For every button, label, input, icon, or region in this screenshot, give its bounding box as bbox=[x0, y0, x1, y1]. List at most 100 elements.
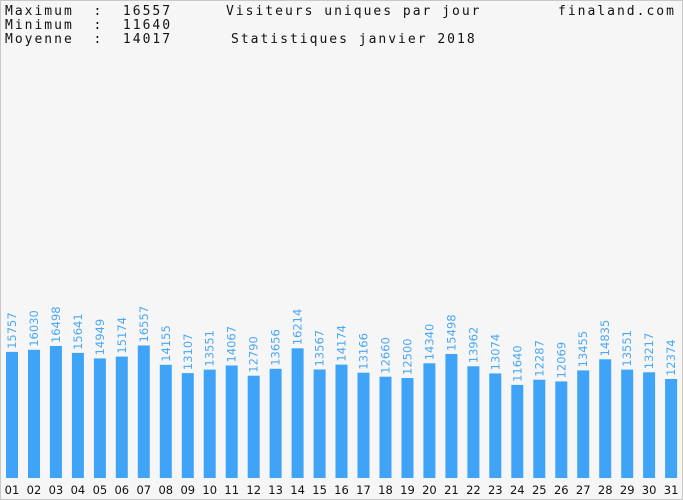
x-tick-label-24: 24 bbox=[510, 483, 525, 497]
value-label-27: 13455 bbox=[576, 331, 590, 368]
bar-26 bbox=[555, 381, 568, 478]
x-tick-label-31: 31 bbox=[664, 483, 679, 497]
maximum-stat: Maximum : 16557 bbox=[5, 4, 173, 19]
value-label-20: 14340 bbox=[422, 324, 436, 361]
value-label-18: 12660 bbox=[379, 337, 393, 374]
x-tick-label-29: 29 bbox=[620, 483, 635, 497]
value-label-08: 14155 bbox=[159, 325, 173, 362]
value-label-14: 16214 bbox=[291, 309, 305, 346]
bar-30 bbox=[643, 372, 656, 478]
x-tick-label-06: 06 bbox=[114, 483, 129, 497]
chart-title: Visiteurs uniques par jour bbox=[226, 4, 482, 19]
x-tick-label-12: 12 bbox=[246, 483, 261, 497]
bar-18 bbox=[379, 376, 392, 478]
x-tick-label-01: 01 bbox=[5, 483, 20, 497]
value-label-10: 13551 bbox=[203, 330, 217, 367]
x-tick-label-28: 28 bbox=[598, 483, 613, 497]
bar-05 bbox=[93, 358, 106, 478]
value-label-15: 13567 bbox=[313, 330, 327, 367]
value-label-02: 16030 bbox=[27, 310, 41, 347]
value-label-01: 15757 bbox=[5, 312, 19, 349]
value-label-17: 13166 bbox=[357, 333, 371, 370]
value-label-23: 13074 bbox=[488, 334, 502, 371]
bar-23 bbox=[489, 373, 502, 478]
x-tick-label-13: 13 bbox=[268, 483, 283, 497]
x-tick-label-10: 10 bbox=[202, 483, 217, 497]
value-label-19: 12500 bbox=[401, 338, 415, 375]
bar-27 bbox=[577, 370, 590, 478]
x-tick-label-22: 22 bbox=[466, 483, 481, 497]
x-tick-label-23: 23 bbox=[488, 483, 503, 497]
value-label-03: 16498 bbox=[49, 306, 63, 343]
bar-12 bbox=[247, 375, 260, 478]
value-label-16: 14174 bbox=[335, 325, 349, 362]
x-tick-label-21: 21 bbox=[444, 483, 459, 497]
x-tick-label-20: 20 bbox=[422, 483, 437, 497]
value-label-12: 12790 bbox=[247, 336, 261, 373]
value-label-26: 12069 bbox=[554, 342, 568, 379]
bar-04 bbox=[71, 352, 84, 478]
bar-11 bbox=[225, 365, 238, 478]
value-label-22: 13962 bbox=[466, 327, 480, 364]
value-label-05: 14949 bbox=[93, 319, 107, 356]
value-label-09: 13107 bbox=[181, 334, 195, 371]
bar-08 bbox=[159, 364, 172, 478]
value-label-13: 13656 bbox=[269, 329, 283, 366]
x-tick-label-25: 25 bbox=[532, 483, 547, 497]
x-tick-label-30: 30 bbox=[642, 483, 657, 497]
bar-10 bbox=[203, 369, 216, 478]
bar-21 bbox=[445, 354, 458, 478]
value-label-04: 15641 bbox=[71, 313, 85, 350]
minimum-stat: Minimum : 11640 bbox=[5, 18, 173, 33]
bar-29 bbox=[621, 369, 634, 478]
x-tick-label-15: 15 bbox=[312, 483, 327, 497]
bar-03 bbox=[49, 346, 62, 478]
value-label-11: 14067 bbox=[225, 326, 239, 363]
bar-13 bbox=[269, 368, 282, 478]
bar-25 bbox=[533, 379, 546, 478]
x-tick-label-07: 07 bbox=[136, 483, 151, 497]
bar-22 bbox=[467, 366, 480, 478]
x-tick-label-03: 03 bbox=[49, 483, 64, 497]
site-name: finaland.com bbox=[558, 4, 676, 19]
x-tick-label-14: 14 bbox=[290, 483, 305, 497]
average-stat: Moyenne : 14017 bbox=[5, 32, 173, 47]
value-label-24: 11640 bbox=[510, 345, 524, 382]
value-label-06: 15174 bbox=[115, 317, 129, 354]
value-label-28: 14835 bbox=[598, 320, 612, 357]
x-tick-label-04: 04 bbox=[71, 483, 86, 497]
x-tick-label-05: 05 bbox=[93, 483, 108, 497]
x-tick-label-09: 09 bbox=[180, 483, 195, 497]
value-label-29: 13551 bbox=[620, 330, 634, 367]
value-label-31: 12374 bbox=[664, 339, 678, 376]
x-tick-label-18: 18 bbox=[378, 483, 393, 497]
bar-15 bbox=[313, 369, 326, 478]
bar-28 bbox=[599, 359, 612, 478]
x-tick-label-11: 11 bbox=[224, 483, 239, 497]
bar-19 bbox=[401, 378, 414, 478]
x-tick-label-02: 02 bbox=[27, 483, 42, 497]
bar-07 bbox=[137, 345, 150, 478]
value-label-07: 16557 bbox=[137, 306, 151, 343]
value-label-30: 13217 bbox=[642, 333, 656, 370]
x-tick-label-27: 27 bbox=[576, 483, 591, 497]
bar-14 bbox=[291, 348, 304, 478]
bar-01 bbox=[6, 351, 18, 478]
x-tick-label-17: 17 bbox=[356, 483, 371, 497]
x-tick-label-26: 26 bbox=[554, 483, 569, 497]
value-label-21: 15498 bbox=[444, 314, 458, 351]
bar-20 bbox=[423, 363, 436, 478]
bar-17 bbox=[357, 372, 370, 478]
x-tick-label-08: 08 bbox=[158, 483, 173, 497]
value-label-25: 12287 bbox=[532, 340, 546, 377]
bar-09 bbox=[181, 373, 194, 478]
bar-16 bbox=[335, 364, 348, 478]
chart-subtitle: Statistiques janvier 2018 bbox=[231, 32, 477, 47]
x-tick-label-19: 19 bbox=[400, 483, 415, 497]
bar-02 bbox=[28, 349, 40, 478]
bar-31 bbox=[665, 379, 678, 478]
x-tick-label-16: 16 bbox=[334, 483, 349, 497]
bar-06 bbox=[115, 356, 128, 478]
bar-24 bbox=[511, 384, 524, 478]
